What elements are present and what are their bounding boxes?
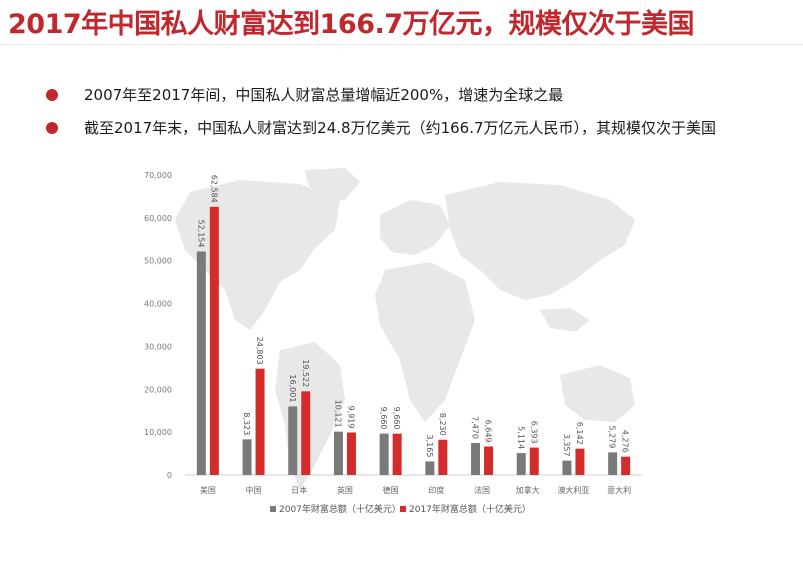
bar-value-label: 6,649 xyxy=(484,420,493,443)
bar-2007 xyxy=(333,431,343,475)
bar-2017 xyxy=(301,391,311,475)
map-asia xyxy=(445,182,635,300)
bar-value-label: 7,470 xyxy=(471,416,480,439)
y-tick-label: 40,000 xyxy=(144,300,172,309)
bar-value-label: 6,393 xyxy=(529,421,538,444)
legend-label-2017: 2017年财富总额（十亿美元） xyxy=(409,503,531,515)
map-europe xyxy=(380,200,450,255)
page-title: 2017年中国私人财富达到166.7万亿元，规模仅次于美国 xyxy=(8,9,695,40)
bar-2017 xyxy=(346,432,356,475)
bar-value-label: 8,323 xyxy=(242,412,251,435)
y-tick-label: 20,000 xyxy=(144,385,172,394)
bar-value-label: 52,154 xyxy=(196,219,205,247)
bar-value-label: 9,660 xyxy=(379,407,388,430)
bar-value-label: 5,114 xyxy=(516,426,525,449)
title-divider xyxy=(0,44,803,45)
chart-container: 0 10,000 20,000 30,000 40,000 50,000 60,000 70,… xyxy=(130,160,650,535)
x-tick-label: 美国 xyxy=(200,485,216,495)
x-tick-label: 澳大利亚 xyxy=(557,485,589,495)
bar-2017 xyxy=(438,439,448,475)
x-tick-label: 法国 xyxy=(474,485,490,495)
map-africa xyxy=(375,262,475,422)
legend-label-2007: 2007年财富总额（十亿美元） xyxy=(279,503,401,515)
bar-value-labels: 52,154 62,584 8,323 24,803 16,001 19,522 10,12… xyxy=(196,175,629,458)
bar-value-label: 24,803 xyxy=(255,337,264,365)
bar-2007 xyxy=(471,442,481,475)
wealth-bar-chart: 0 10,000 20,000 30,000 40,000 50,000 60,000 70,… xyxy=(144,168,642,515)
bar-value-label: 9,660 xyxy=(392,407,401,430)
bar-value-label: 6,142 xyxy=(575,422,584,445)
chart-legend: 2007年财富总额（十亿美元） 2017年财富总额（十亿美元） xyxy=(270,503,531,515)
bar-2017 xyxy=(621,456,631,475)
x-tick-label: 加拿大 xyxy=(516,485,540,495)
legend-swatch-2007 xyxy=(270,506,276,512)
bar-value-label: 5,279 xyxy=(608,425,617,448)
bullet-dot-icon xyxy=(46,88,58,101)
bar-2017 xyxy=(484,446,494,475)
y-tick-label: 50,000 xyxy=(144,257,172,266)
bar-2007 xyxy=(242,439,252,475)
bar-value-label: 62,584 xyxy=(209,175,218,203)
y-tick-label: 70,000 xyxy=(144,171,172,180)
legend-swatch-2017 xyxy=(400,506,406,512)
x-tick-label: 印度 xyxy=(428,485,444,495)
bar-2007 xyxy=(196,251,206,475)
bar-value-label: 9,919 xyxy=(346,406,355,429)
y-tick-label: 60,000 xyxy=(144,214,172,223)
map-greenland xyxy=(305,168,360,200)
bullet-item: 2007年至2017年间，中国私人财富总量增幅近200%，增速为全球之最 xyxy=(46,78,716,111)
y-tick-label: 10,000 xyxy=(144,428,172,437)
map-se-asia xyxy=(540,308,590,332)
bullet-item: 截至2017年末，中国私人财富达到24.8万亿美元（约166.7万亿元人民币），… xyxy=(46,111,716,144)
x-axis-labels: 美国 中国 日本 英国 德国 印度 法国 加拿大 澳大利亚 意大利 xyxy=(200,485,631,495)
bar-2017 xyxy=(209,206,219,476)
y-tick-label: 30,000 xyxy=(144,342,172,351)
bar-value-label: 3,165 xyxy=(425,435,434,458)
x-tick-label: 中国 xyxy=(246,485,262,495)
bar-value-label: 19,522 xyxy=(301,359,310,387)
bullet-text: 2007年至2017年间，中国私人财富总量增幅近200%，增速为全球之最 xyxy=(84,86,564,104)
bar-2017 xyxy=(575,448,585,475)
bar-value-label: 10,121 xyxy=(333,400,342,428)
bar-value-label: 8,230 xyxy=(438,413,447,436)
bar-value-label: 4,276 xyxy=(621,430,630,453)
map-australia xyxy=(560,365,635,422)
bar-value-label: 16,001 xyxy=(288,374,297,402)
bar-2017 xyxy=(392,433,402,475)
bullet-list: 2007年至2017年间，中国私人财富总量增幅近200%，增速为全球之最 截至2… xyxy=(46,78,716,144)
bar-2007 xyxy=(608,452,618,475)
x-tick-label: 意大利 xyxy=(607,485,631,495)
bar-2017 xyxy=(255,368,265,475)
bar-2007 xyxy=(379,433,389,475)
bars xyxy=(196,206,631,476)
bar-value-label: 3,357 xyxy=(562,434,571,457)
bar-2007 xyxy=(562,460,572,475)
bar-2017 xyxy=(529,447,539,475)
y-tick-label: 0 xyxy=(167,471,172,480)
x-tick-label: 德国 xyxy=(383,485,399,495)
x-tick-label: 日本 xyxy=(291,485,307,495)
bar-2007 xyxy=(288,406,298,475)
bullet-dot-icon xyxy=(46,121,58,134)
bar-2007 xyxy=(516,453,526,475)
x-tick-label: 英国 xyxy=(337,485,353,495)
bullet-text: 截至2017年末，中国私人财富达到24.8万亿美元（约166.7万亿元人民币），… xyxy=(84,119,717,137)
bar-2007 xyxy=(425,461,435,475)
